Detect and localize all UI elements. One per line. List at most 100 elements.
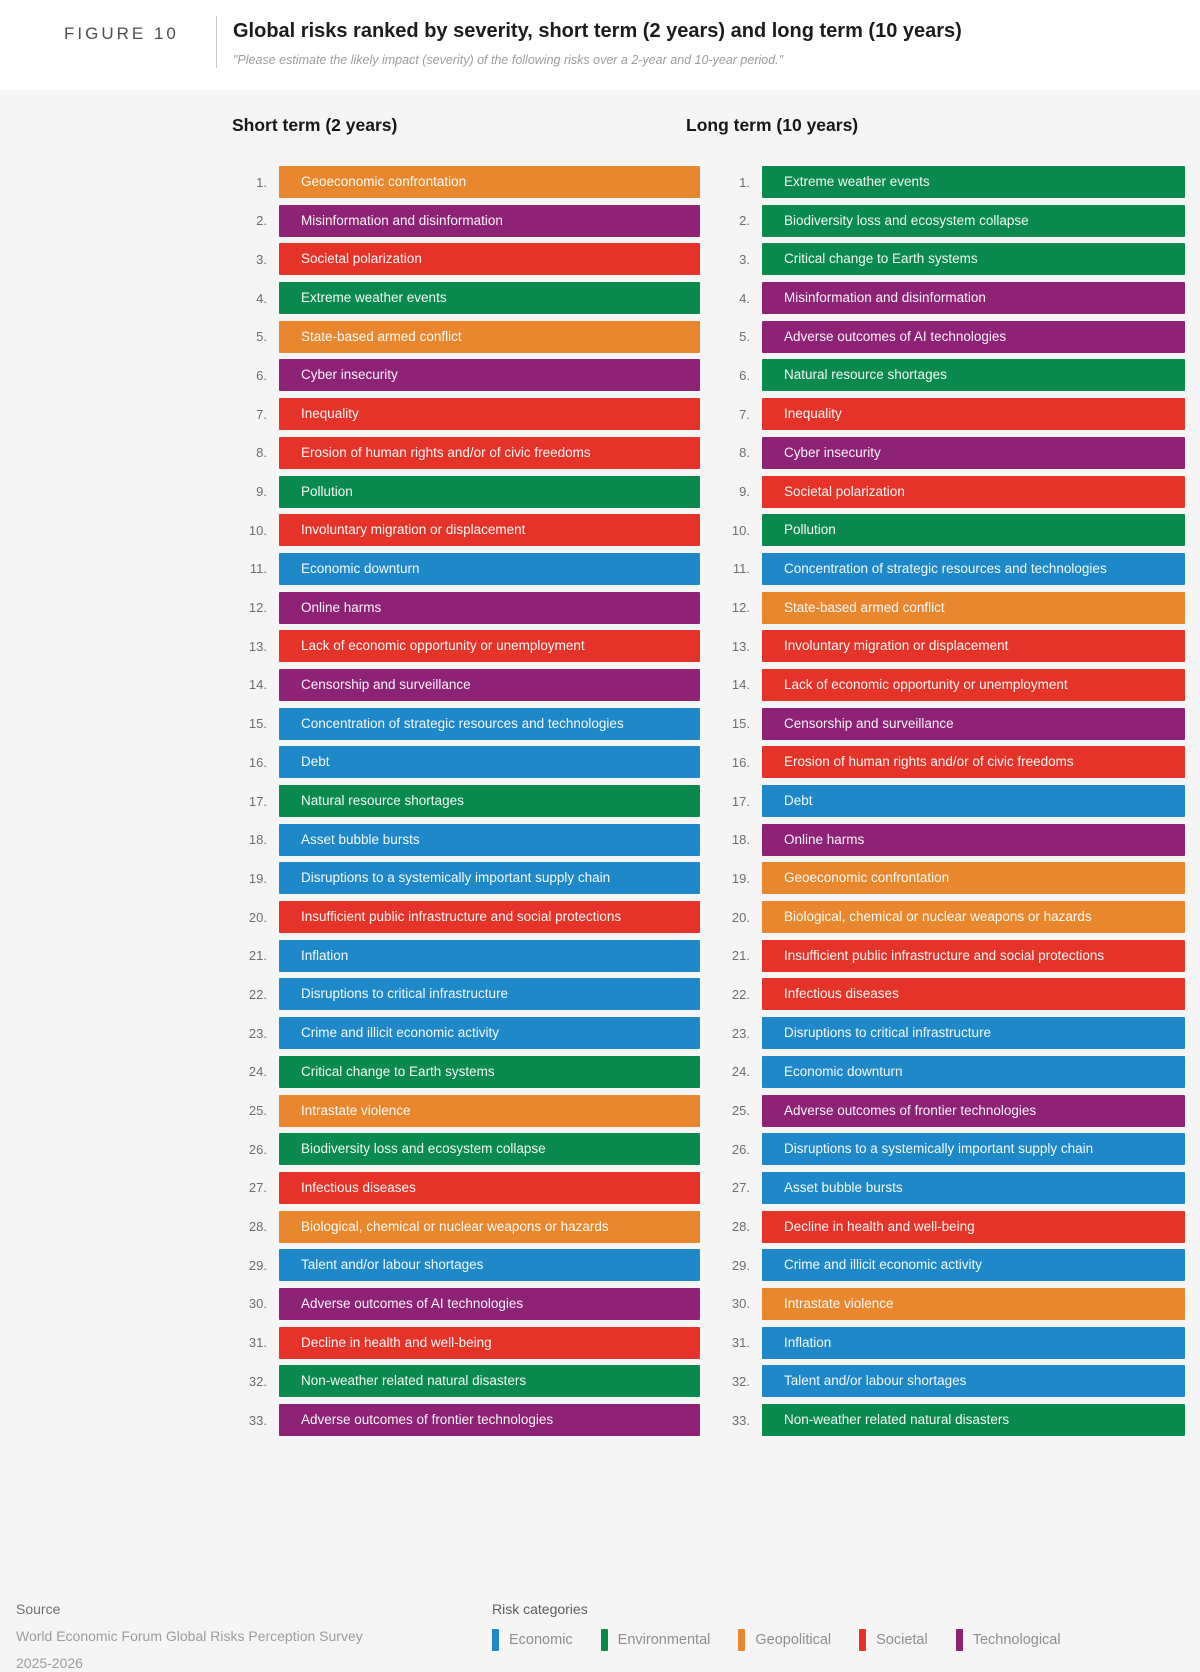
risk-rank: 2. (739, 213, 750, 229)
risk-row: 20. Insufficient public infrastructure an… (225, 901, 700, 934)
risk-row: 4. Misinformation and disinformation (712, 282, 1185, 315)
risk-bar-societal: Erosion of human rights and/or of civic … (762, 746, 1185, 779)
risk-bar-technological: Censorship and surveillance (762, 707, 1185, 740)
risk-rank: 26. (248, 1141, 267, 1157)
risk-rank: 29. (248, 1257, 267, 1273)
risk-row: 20. Biological, chemical or nuclear weapo… (712, 901, 1185, 934)
risk-bar-geopolitical: Intrastate violence (762, 1287, 1185, 1320)
risk-bar-societal: Erosion of human rights and/or of civic … (279, 436, 700, 469)
risk-bar-societal: Infectious diseases (762, 978, 1185, 1011)
risk-rank: 18. (248, 832, 267, 848)
figure-label: FIGURE 10 (64, 24, 179, 43)
risk-row: 13. Involuntary migration or displacement (712, 630, 1185, 663)
risk-bar-geopolitical: Geoeconomic confrontation (279, 166, 700, 198)
risk-rank: 28. (731, 1219, 750, 1235)
risk-bar-environmental: Critical change to Earth systems (762, 243, 1185, 276)
risk-bar-societal: Societal polarization (762, 475, 1185, 508)
ranking-list-short-term: 1. Geoeconomic confrontation 2. Misinformat… (225, 166, 700, 1443)
risk-row: 27. Infectious diseases (225, 1171, 700, 1204)
risk-row: 3. Critical change to Earth systems (712, 243, 1185, 276)
risk-rank: 2. (256, 213, 267, 229)
risk-bar-technological: Adverse outcomes of AI technologies (762, 320, 1185, 353)
risk-row: 18. Online harms (712, 823, 1185, 856)
risk-bar-environmental: Extreme weather events (762, 166, 1185, 198)
risk-rank: 23. (248, 1025, 267, 1041)
risk-row: 6. Natural resource shortages (712, 359, 1185, 392)
risk-rank: 6. (256, 367, 267, 383)
risk-bar-technological: Online harms (762, 823, 1185, 856)
risk-row: 29. Talent and/or labour shortages (225, 1249, 700, 1282)
risk-bar-economic: Crime and illicit economic activity (762, 1249, 1185, 1282)
risk-rank: 11. (249, 561, 267, 577)
risk-bar-economic: Inflation (279, 939, 700, 972)
risk-bar-geopolitical: Geoeconomic confrontation (762, 862, 1185, 895)
risk-row: 8. Erosion of human rights and/or of civi… (225, 436, 700, 469)
risk-rank: 18. (731, 832, 750, 848)
risk-bar-societal: Infectious diseases (279, 1171, 700, 1204)
risk-rank: 28. (248, 1219, 267, 1235)
risk-row: 17. Debt (712, 785, 1185, 817)
risk-bar-geopolitical: State-based armed conflict (279, 320, 700, 353)
risk-rank: 15. (248, 716, 267, 732)
legend-item-economic: Economic (492, 1629, 573, 1651)
risk-rank: 25. (248, 1103, 267, 1118)
risk-rank: 3. (256, 251, 267, 267)
risk-rank: 8. (256, 445, 267, 461)
risk-row: 7. Inequality (712, 398, 1185, 431)
risk-bar-technological: Adverse outcomes of AI technologies (279, 1287, 700, 1320)
risk-row: 22. Disruptions to critical infrastructur… (225, 978, 700, 1011)
risk-bar-environmental: Biodiversity loss and ecosystem collapse (279, 1133, 700, 1166)
risk-row: 33. Adverse outcomes of frontier technolo… (225, 1404, 700, 1436)
risk-rank: 8. (739, 445, 750, 461)
risk-row: 18. Asset bubble bursts (225, 823, 700, 856)
risk-row: 2. Biodiversity loss and ecosystem collap… (712, 204, 1185, 237)
risk-rank: 11. (732, 561, 750, 577)
risk-rank: 32. (731, 1373, 750, 1389)
risk-rank: 30. (731, 1296, 750, 1312)
risk-bar-technological: Misinformation and disinformation (279, 204, 700, 237)
risk-row: 25. Adverse outcomes of frontier technolo… (712, 1094, 1185, 1127)
risk-bar-societal: Inequality (762, 398, 1185, 431)
risk-rank: 22. (248, 986, 267, 1002)
risk-bar-economic: Debt (279, 746, 700, 779)
risk-bar-societal: Lack of economic opportunity or unemploy… (279, 630, 700, 663)
risk-rank: 20. (248, 909, 267, 925)
risk-bar-economic: Inflation (762, 1326, 1185, 1359)
risk-row: 22. Infectious diseases (712, 978, 1185, 1011)
risk-bar-societal: Involuntary migration or displacement (762, 630, 1185, 663)
risk-rank: 5. (256, 329, 267, 345)
risk-rank: 26. (731, 1141, 750, 1157)
risk-bar-economic: Economic downturn (762, 1055, 1185, 1088)
risk-row: 33. Non-weather related natural disasters (712, 1404, 1185, 1436)
legend-swatch-icon (955, 1629, 963, 1651)
risk-row: 19. Geoeconomic confrontation (712, 862, 1185, 895)
risk-row: 25. Intrastate violence (225, 1094, 700, 1127)
risk-rank: 21. (248, 948, 267, 964)
risk-row: 9. Pollution (225, 475, 700, 508)
risk-row: 10. Involuntary migration or displacement (225, 514, 700, 547)
risk-rank: 14. (248, 677, 267, 693)
risk-rank: 23. (731, 1025, 750, 1041)
risk-rank: 30. (248, 1296, 267, 1312)
legend-item-geopolitical: Geopolitical (738, 1629, 831, 1651)
risk-row: 16. Debt (225, 746, 700, 779)
risk-rank: 7. (739, 406, 750, 422)
risk-row: 24. Critical change to Earth systems (225, 1055, 700, 1088)
risk-row: 1. Geoeconomic confrontation (225, 166, 700, 198)
risk-row: 19. Disruptions to a systemically importa… (225, 862, 700, 895)
risk-row: 31. Decline in health and well-being (225, 1326, 700, 1359)
risk-rank: 6. (739, 367, 750, 383)
risk-rank: 10. (731, 522, 750, 538)
risk-rank: 27. (248, 1180, 267, 1196)
risk-row: 8. Cyber insecurity (712, 436, 1185, 469)
risk-rank: 7. (256, 406, 267, 422)
risk-rank: 4. (256, 290, 267, 306)
risk-bar-environmental: Critical change to Earth systems (279, 1055, 700, 1088)
risk-rank: 31. (248, 1335, 267, 1351)
legend-swatch-icon (859, 1629, 867, 1651)
risk-row: 16. Erosion of human rights and/or of civ… (712, 746, 1185, 779)
risk-rank: 29. (731, 1257, 750, 1273)
legend-title: Risk categories (492, 1601, 588, 1617)
legend-item-technological: Technological (955, 1629, 1061, 1651)
risk-bar-geopolitical: State-based armed conflict (762, 591, 1185, 624)
